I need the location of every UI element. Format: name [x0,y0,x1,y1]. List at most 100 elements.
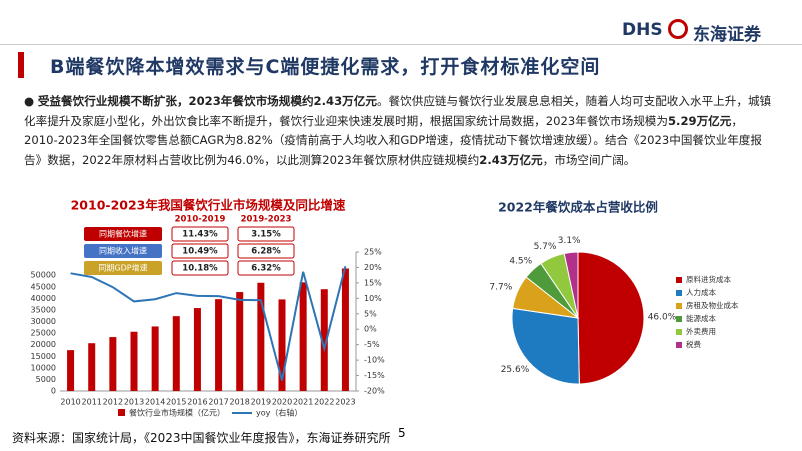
bar [109,337,117,391]
bar [341,268,349,391]
legend-label: yoy（右轴） [256,408,302,418]
y-tick-label: 15000 [31,352,56,361]
title-bar [18,52,24,78]
table-value: 10.18% [182,264,218,274]
y-tick-label: 10000 [31,363,56,372]
y-tick-label: 25000 [31,329,56,338]
bar [88,343,96,391]
table-label: 同期GDP增速 [98,263,147,273]
legend-swatch [676,316,682,322]
logo: DHS [622,20,663,40]
pie-label: 7.7% [489,283,512,293]
bar [236,292,244,391]
x-tick-label: 2017 [208,398,228,407]
rule [0,44,802,45]
bar [299,282,307,391]
y-tick-label: 50000 [31,271,56,280]
pie-slice [563,251,579,319]
x-tick-label: 2021 [293,398,313,407]
pie-label: 46.0% [648,313,677,323]
x-tick-label: 2014 [145,398,165,407]
x-tick-label: 2010 [60,398,80,407]
x-tick-label: 2023 [335,398,355,407]
bar [193,308,201,391]
y2-tick-label: 10% [364,294,382,303]
table-value: 11.43% [182,230,218,240]
y2-tick-label: -15% [364,371,385,380]
y-tick-label: 45000 [31,282,56,291]
legend-swatch [676,342,682,348]
title: B端餐饮降本增效需求与C端便捷化需求，打开食材标准化空间 [50,56,601,78]
x-tick-label: 2016 [187,398,207,407]
y-tick-label: 0 [51,387,56,396]
legend-label: 税费 [686,339,701,349]
table-label: 同期收入增速 [99,246,147,256]
y2-tick-label: -20% [364,387,385,396]
x-tick-label: 2015 [166,398,186,407]
legend-swatch [676,303,682,309]
table-header: 2019-2023 [241,215,292,225]
x-tick-label: 2022 [314,398,334,407]
legend-swatch [676,277,682,283]
legend-label: 外卖费用 [686,326,716,336]
table-value: 3.15% [251,230,281,240]
legend-label: 房租及物业成本 [686,300,739,310]
table-cell [171,243,229,259]
bar [67,350,75,391]
table-cell [237,226,295,242]
x-tick-label: 2012 [103,398,123,407]
logo-icon [668,19,688,39]
body-text: ● 受益餐饮行业规模不断扩张，2023年餐饮市场规模约2.43万亿元。餐饮供应链… [24,94,772,167]
yoy-line [70,265,347,381]
x-tick-label: 2020 [272,398,292,407]
pie-label: 3.1% [558,236,581,246]
y-tick-label: 40000 [31,294,56,303]
chart-title: 2022年餐饮成本占营收比例 [498,200,658,215]
y-tick-label: 35000 [31,305,56,314]
y2-tick-label: -10% [364,356,385,365]
legend-swatch [118,409,125,416]
bar [151,326,159,391]
bar [130,331,138,391]
y-tick-label: 5000 [36,375,56,384]
table-value: 10.49% [182,247,218,257]
company: 东海证券 [693,25,761,45]
legend-label: 人力成本 [686,287,716,297]
x-tick-label: 2013 [124,398,144,407]
text-run: 受益餐饮行业规模不断扩张，2023年餐饮市场规模约2.43万亿元 [37,94,377,108]
legend-swatch [676,329,682,335]
table-value: 6.28% [251,247,281,257]
bar [172,316,180,391]
legend-label: 餐饮行业市场规模（亿元） [129,408,225,418]
pie-label: 25.6% [501,365,530,375]
legend-label: 原料进货成本 [686,274,731,284]
x-tick-label: 2018 [230,398,250,407]
text-run: 5.29万亿元 [667,113,732,128]
y2-tick-label: 25% [364,248,382,257]
text-run: 2.43万亿元 [479,152,543,167]
y2-tick-label: 15% [364,278,382,287]
table-cell [237,243,295,259]
y2-tick-label: 0% [364,325,377,334]
paragraph: 受益餐饮行业规模不断扩张，2023年餐饮市场规模约2.43万亿元。餐饮供应链与餐… [24,94,771,167]
y2-tick-label: 20% [364,263,382,272]
pie-slice [577,251,645,385]
x-tick-label: 2011 [82,398,102,407]
table-cell [237,260,295,276]
bar [278,299,286,391]
bar [320,289,328,391]
table-label: 同期餐饮增速 [99,229,147,239]
legend-label: 能源成本 [686,313,716,323]
table-value: 6.32% [251,264,281,274]
pie-slice [511,307,580,385]
legend-swatch [676,290,682,296]
pie-label: 5.7% [534,242,557,252]
table-cell [171,226,229,242]
source: 资料来源：国家统计局，《2023中国餐饮业年度报告》，东海证券研究所 [12,431,391,445]
table-header: 2010-2019 [175,215,226,225]
y-tick-label: 30000 [31,317,56,326]
y-tick-label: 20000 [31,340,56,349]
table-cell [171,260,229,276]
